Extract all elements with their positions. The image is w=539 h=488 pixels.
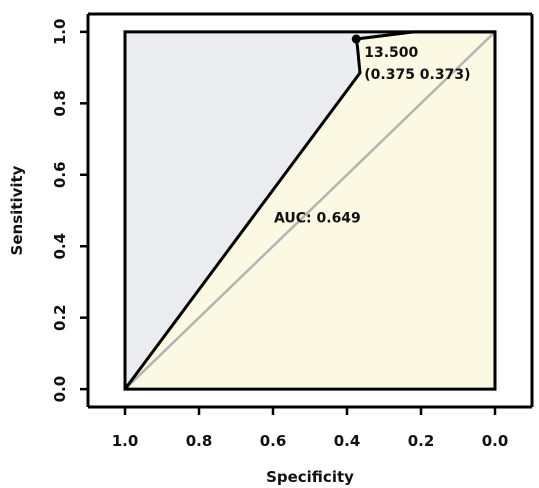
- y-tick-label: 1.0: [51, 19, 69, 46]
- x-tick-label: 0.8: [186, 432, 213, 450]
- auc-label: AUC: 0.649: [274, 211, 361, 227]
- y-tick-label: 0.0: [51, 376, 69, 403]
- x-tick-label: 0.4: [334, 432, 361, 450]
- x-tick-label: 0.2: [408, 432, 435, 450]
- threshold-coordinates-label: (0.375 0.373): [364, 67, 470, 83]
- x-tick-label: 1.0: [112, 432, 139, 450]
- area-above-curve: [125, 31, 495, 390]
- unit-square-box: [123, 30, 497, 391]
- x-axis: 1.0 0.8 0.6 0.4 0.2 0.0: [88, 405, 532, 450]
- threshold-label: 13.500: [364, 45, 418, 61]
- y-tick-label: 0.4: [51, 233, 69, 260]
- y-tick-label: 0.8: [51, 90, 69, 117]
- reference-diagonal-line: [124, 30, 496, 391]
- threshold-point: [351, 34, 361, 44]
- y-tick-label: 0.6: [51, 161, 69, 188]
- y-axis: 0.0 0.2 0.4 0.6 0.8 1.0: [51, 14, 90, 407]
- y-axis-title: Sensitivity: [8, 165, 26, 255]
- x-tick-label: 0.6: [260, 432, 287, 450]
- plot-frame: [88, 12, 534, 407]
- y-tick-label: 0.2: [51, 304, 69, 331]
- x-axis-title: Specificity: [266, 468, 354, 486]
- x-tick-label: 0.0: [482, 432, 509, 450]
